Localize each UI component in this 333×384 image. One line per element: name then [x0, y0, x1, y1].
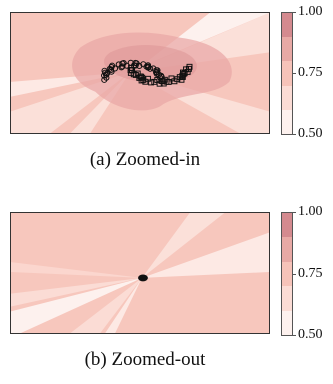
- heatmap-zoomed-out-svg: [11, 213, 269, 333]
- colorbar-b-tick-bottom: 0.50: [298, 327, 323, 342]
- colorbar-seg: [282, 13, 292, 38]
- caption-b: (b) Zoomed-out: [84, 349, 206, 370]
- light-wedge: [11, 277, 142, 333]
- circle-marker: [119, 63, 126, 70]
- square-marker: [186, 63, 193, 70]
- colorbar-seg: [282, 85, 292, 110]
- heatmap-zoomed-in: [10, 12, 270, 134]
- heatmap-zoomed-out: [10, 212, 270, 334]
- light-wedge: [130, 13, 269, 73]
- sample-cluster: [138, 274, 148, 282]
- colorbar-seg: [282, 61, 292, 86]
- tick-mark: [292, 212, 296, 213]
- colorbar-a-tick-bottom: 0.50: [298, 126, 323, 141]
- colorbar-a-tick-mid: 0.75: [298, 65, 323, 80]
- caption-a: (a) Zoomed-in: [89, 149, 201, 170]
- tick-mark: [292, 274, 296, 275]
- colorbar-seg: [282, 286, 292, 311]
- tick-mark: [292, 134, 296, 135]
- tick-mark: [292, 73, 296, 74]
- colorbar-seg: [282, 37, 292, 62]
- square-marker: [148, 79, 155, 86]
- colorbar-a-tick-top: 1.00: [298, 4, 323, 19]
- circle-marker: [136, 62, 143, 69]
- tick-mark: [292, 335, 296, 336]
- circle-marker: [107, 66, 115, 74]
- colorbar-b-tick-mid: 0.75: [298, 266, 323, 281]
- circle-marker: [111, 65, 119, 72]
- sample-markers: [101, 59, 193, 87]
- tick-mark: [292, 12, 296, 13]
- colorbar-seg: [282, 237, 292, 262]
- colorbar-seg: [282, 310, 292, 335]
- heatmap-zoomed-in-svg: [11, 13, 269, 133]
- square-marker: [128, 67, 135, 74]
- circle-marker: [147, 65, 154, 72]
- colorbar-seg: [282, 109, 292, 134]
- colorbar-b-tick-top: 1.00: [298, 204, 323, 219]
- colorbar-seg: [282, 213, 292, 238]
- colorbar-seg: [282, 261, 292, 287]
- square-marker: [144, 75, 151, 82]
